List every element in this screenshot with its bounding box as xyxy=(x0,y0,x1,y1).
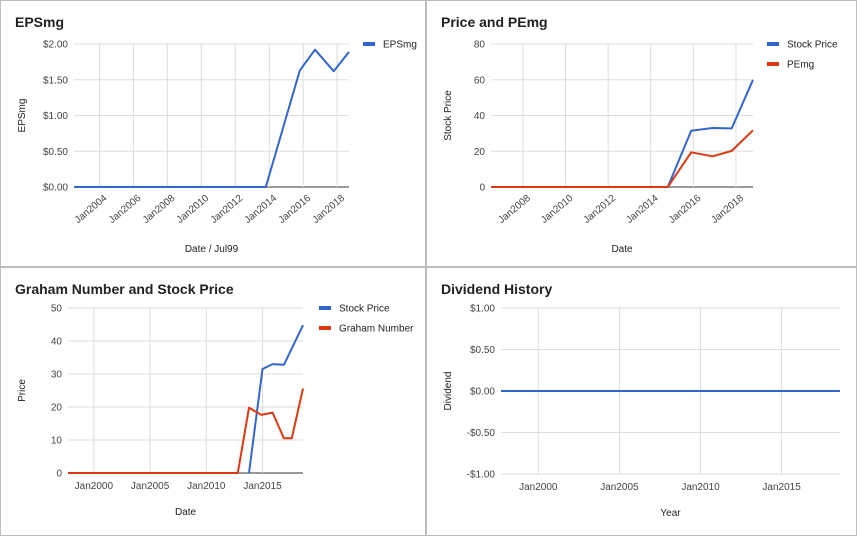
x-tick-label: Jan2018 xyxy=(709,193,746,226)
y-tick-label: $0.00 xyxy=(470,387,495,398)
x-tick-label: Jan2015 xyxy=(243,481,282,492)
y-axis-label: Price xyxy=(17,379,28,402)
legend-label: EPSmg xyxy=(383,40,417,51)
x-tick-label: Jan2010 xyxy=(187,481,226,492)
y-tick-label: $1.00 xyxy=(470,304,495,315)
x-tick-label: Jan2014 xyxy=(243,193,280,226)
x-tick-label: Jan2004 xyxy=(73,193,110,226)
series-line-2 xyxy=(491,129,754,188)
y-tick-label: 60 xyxy=(474,75,486,86)
y-tick-label: 20 xyxy=(51,403,63,414)
y-tick-label: $1.50 xyxy=(43,75,68,86)
y-tick-label: $0.50 xyxy=(43,147,68,158)
dividend-chart: Dividend History -$1.00 -$0.50 $0.00 $0.50 $1… xyxy=(441,281,840,519)
x-tick-label: Jan2006 xyxy=(107,193,144,226)
legend-swatch xyxy=(319,326,331,330)
chart-title: Price and PEmg xyxy=(441,14,548,30)
epsmg-chart: EPSmg$0.00$0.50$1.00$1.50$2.00Jan2004Jan… xyxy=(15,14,417,255)
panel-price-pemg: Price and PEmg 0 20 40 60 80 Jan2008 Jan2010 Jan… xyxy=(427,1,856,266)
x-tick-label: Jan2008 xyxy=(496,193,533,226)
x-axis-label: Date / Jul99 xyxy=(185,244,239,255)
x-tick-label: Jan2012 xyxy=(209,193,246,226)
x-tick-label: Jan2016 xyxy=(277,193,314,226)
x-tick-label: Jan2010 xyxy=(681,482,720,493)
x-tick-label: Jan2008 xyxy=(141,193,178,226)
chart-title: Graham Number and Stock Price xyxy=(15,281,234,297)
x-tick-label: Jan2000 xyxy=(75,481,114,492)
legend-swatch xyxy=(363,42,375,46)
x-tick-label: Jan2016 xyxy=(667,193,704,226)
x-axis-label: Date xyxy=(611,244,633,255)
series-line-2 xyxy=(68,388,304,474)
panel-graham: Graham Number and Stock Price 0 10 20 30 40 50… xyxy=(1,268,425,535)
x-tick-label: Jan2015 xyxy=(762,482,801,493)
x-tick-label: Jan2014 xyxy=(624,193,661,226)
y-tick-label: $0.00 xyxy=(43,183,68,194)
y-tick-label: 0 xyxy=(479,183,485,194)
y-tick-label: 0 xyxy=(56,469,62,480)
graham-chart: Graham Number and Stock Price 0 10 20 30 40 50… xyxy=(15,281,414,518)
x-tick-label: Jan2018 xyxy=(311,193,348,226)
y-axis-label: Stock Price xyxy=(443,90,454,141)
y-tick-label: $1.00 xyxy=(43,111,68,122)
y-tick-label: -$1.00 xyxy=(467,470,496,481)
legend-label: Stock Price xyxy=(339,304,390,315)
chart-title: EPSmg xyxy=(15,14,64,30)
y-tick-label: 40 xyxy=(474,111,486,122)
series-line-1 xyxy=(74,48,350,188)
legend-swatch xyxy=(767,62,779,66)
x-axis-label: Date xyxy=(175,507,197,518)
y-axis-label: Dividend xyxy=(443,372,454,411)
series-line-1 xyxy=(248,324,304,474)
x-tick-label: Jan2010 xyxy=(175,193,212,226)
x-axis-label: Year xyxy=(660,508,681,519)
x-tick-label: Jan2005 xyxy=(131,481,170,492)
chart-title: Dividend History xyxy=(441,281,552,297)
panel-dividend: Dividend History -$1.00 -$0.50 $0.00 $0.50 $1… xyxy=(427,268,856,535)
y-tick-label: $2.00 xyxy=(43,40,68,51)
legend-swatch xyxy=(767,42,779,46)
legend-swatch xyxy=(319,306,331,310)
y-tick-label: $0.50 xyxy=(470,345,495,356)
y-tick-label: 40 xyxy=(51,337,63,348)
panel-epsmg: EPSmg $0.00 $0.50 $1.00 $1.50 $2.00 Jan2004 Jan… xyxy=(1,1,425,266)
x-tick-label: Jan2012 xyxy=(582,193,619,226)
x-tick-label: Jan2010 xyxy=(539,193,576,226)
legend-label: PEmg xyxy=(787,60,814,71)
y-tick-label: 10 xyxy=(51,436,63,447)
y-tick-label: 80 xyxy=(474,40,486,51)
y-tick-label: 20 xyxy=(474,147,486,158)
series-line-1 xyxy=(491,79,754,188)
y-tick-label: 50 xyxy=(51,304,63,315)
legend-label: Stock Price xyxy=(787,40,838,51)
x-tick-label: Jan2005 xyxy=(600,482,639,493)
legend-label: Graham Number xyxy=(339,324,414,335)
y-tick-label: -$0.50 xyxy=(467,428,496,439)
x-tick-label: Jan2000 xyxy=(519,482,558,493)
y-axis-label: EPSmg xyxy=(17,99,28,133)
y-tick-label: 30 xyxy=(51,370,63,381)
